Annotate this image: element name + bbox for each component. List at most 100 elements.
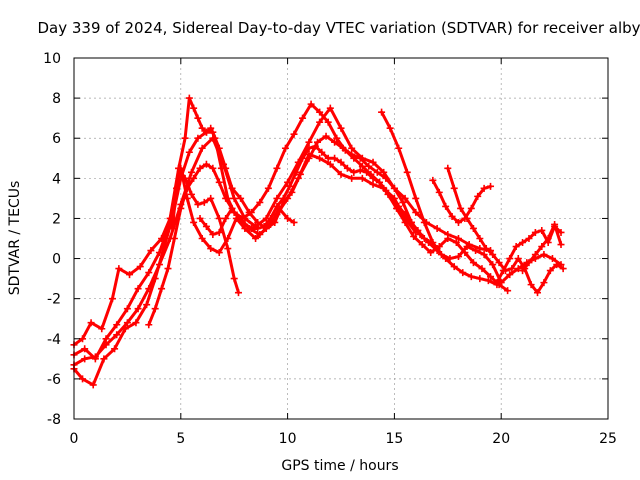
data-point bbox=[108, 295, 116, 303]
data-point bbox=[450, 184, 458, 192]
data-point bbox=[427, 249, 435, 257]
x-tick-label: 0 bbox=[70, 431, 79, 447]
data-point bbox=[299, 114, 307, 122]
data-point bbox=[209, 164, 217, 172]
data-point bbox=[81, 345, 89, 353]
y-axis-label: SDTVAR / TECUs bbox=[7, 181, 23, 296]
data-point bbox=[506, 271, 514, 279]
y-tick-label: -6 bbox=[47, 372, 61, 388]
data-point bbox=[273, 194, 281, 202]
data-point bbox=[267, 214, 275, 222]
data-point bbox=[395, 202, 403, 210]
data-point bbox=[452, 239, 460, 247]
series-line bbox=[147, 102, 510, 327]
data-point bbox=[390, 184, 398, 192]
series-arc10 bbox=[429, 176, 495, 226]
data-point bbox=[228, 204, 236, 212]
y-tick-label: 2 bbox=[52, 211, 61, 227]
data-point bbox=[91, 353, 99, 361]
data-point bbox=[183, 184, 191, 192]
data-point bbox=[433, 224, 441, 232]
data-point bbox=[512, 243, 520, 251]
data-point bbox=[429, 239, 437, 247]
data-point bbox=[472, 247, 480, 255]
y-tick-label: -2 bbox=[47, 292, 61, 308]
data-point bbox=[350, 168, 358, 176]
data-point bbox=[134, 285, 142, 293]
data-point bbox=[450, 263, 458, 271]
data-point bbox=[273, 164, 281, 172]
data-point bbox=[264, 184, 272, 192]
data-point bbox=[158, 285, 166, 293]
data-point bbox=[151, 305, 159, 313]
data-point bbox=[446, 255, 454, 263]
data-point bbox=[185, 148, 193, 156]
data-point bbox=[299, 154, 307, 162]
data-point bbox=[318, 148, 326, 156]
data-point bbox=[326, 160, 334, 168]
data-point bbox=[305, 138, 313, 146]
data-point bbox=[113, 321, 121, 329]
data-point bbox=[228, 184, 236, 192]
data-point bbox=[190, 218, 198, 226]
data-point bbox=[459, 269, 467, 277]
data-point bbox=[444, 235, 452, 242]
plot-frame bbox=[73, 57, 609, 420]
data-point bbox=[230, 194, 238, 202]
data-point bbox=[476, 235, 484, 242]
data-point bbox=[467, 204, 475, 212]
data-point bbox=[202, 222, 210, 230]
data-point bbox=[337, 124, 345, 132]
data-point bbox=[292, 168, 300, 176]
data-point bbox=[504, 287, 512, 295]
x-axis-label: GPS time / hours bbox=[281, 458, 398, 474]
data-point bbox=[525, 235, 533, 242]
data-point bbox=[260, 222, 268, 230]
data-point bbox=[467, 273, 475, 281]
y-tick-label: 0 bbox=[52, 252, 61, 268]
data-point bbox=[463, 243, 471, 251]
data-point bbox=[369, 180, 377, 188]
x-tick-label: 10 bbox=[279, 431, 297, 447]
data-point bbox=[207, 124, 215, 132]
data-point bbox=[559, 265, 567, 273]
data-point bbox=[279, 194, 287, 202]
data-point bbox=[454, 253, 462, 261]
data-point bbox=[388, 194, 396, 202]
data-point bbox=[200, 198, 208, 206]
y-tick-label: -4 bbox=[47, 332, 61, 348]
data-point bbox=[514, 255, 522, 263]
data-point bbox=[508, 265, 516, 273]
data-point bbox=[202, 160, 210, 168]
data-point bbox=[196, 164, 204, 172]
data-point bbox=[185, 94, 193, 102]
data-point bbox=[247, 224, 255, 232]
data-point bbox=[207, 194, 215, 202]
data-point bbox=[380, 168, 388, 176]
data-point bbox=[316, 154, 324, 162]
data-point bbox=[316, 108, 324, 116]
data-point bbox=[196, 214, 204, 222]
data-point bbox=[487, 182, 495, 190]
series-line bbox=[72, 106, 492, 367]
y-tick-label: 8 bbox=[52, 91, 61, 107]
data-point bbox=[307, 100, 315, 108]
data-point bbox=[194, 200, 202, 208]
data-point bbox=[480, 251, 488, 259]
data-point bbox=[215, 214, 223, 222]
data-point bbox=[343, 164, 351, 172]
data-point bbox=[143, 301, 151, 309]
data-point bbox=[126, 271, 134, 279]
data-point bbox=[454, 235, 462, 242]
data-point bbox=[499, 267, 507, 275]
y-tick-label: 6 bbox=[52, 131, 61, 147]
data-point bbox=[356, 166, 364, 174]
data-point bbox=[454, 218, 462, 226]
data-point bbox=[215, 178, 223, 186]
data-point bbox=[132, 319, 140, 327]
data-point bbox=[326, 104, 334, 112]
data-point bbox=[348, 150, 356, 158]
data-point bbox=[111, 345, 119, 353]
data-point bbox=[331, 154, 339, 162]
y-tick-label: 10 bbox=[43, 51, 61, 67]
